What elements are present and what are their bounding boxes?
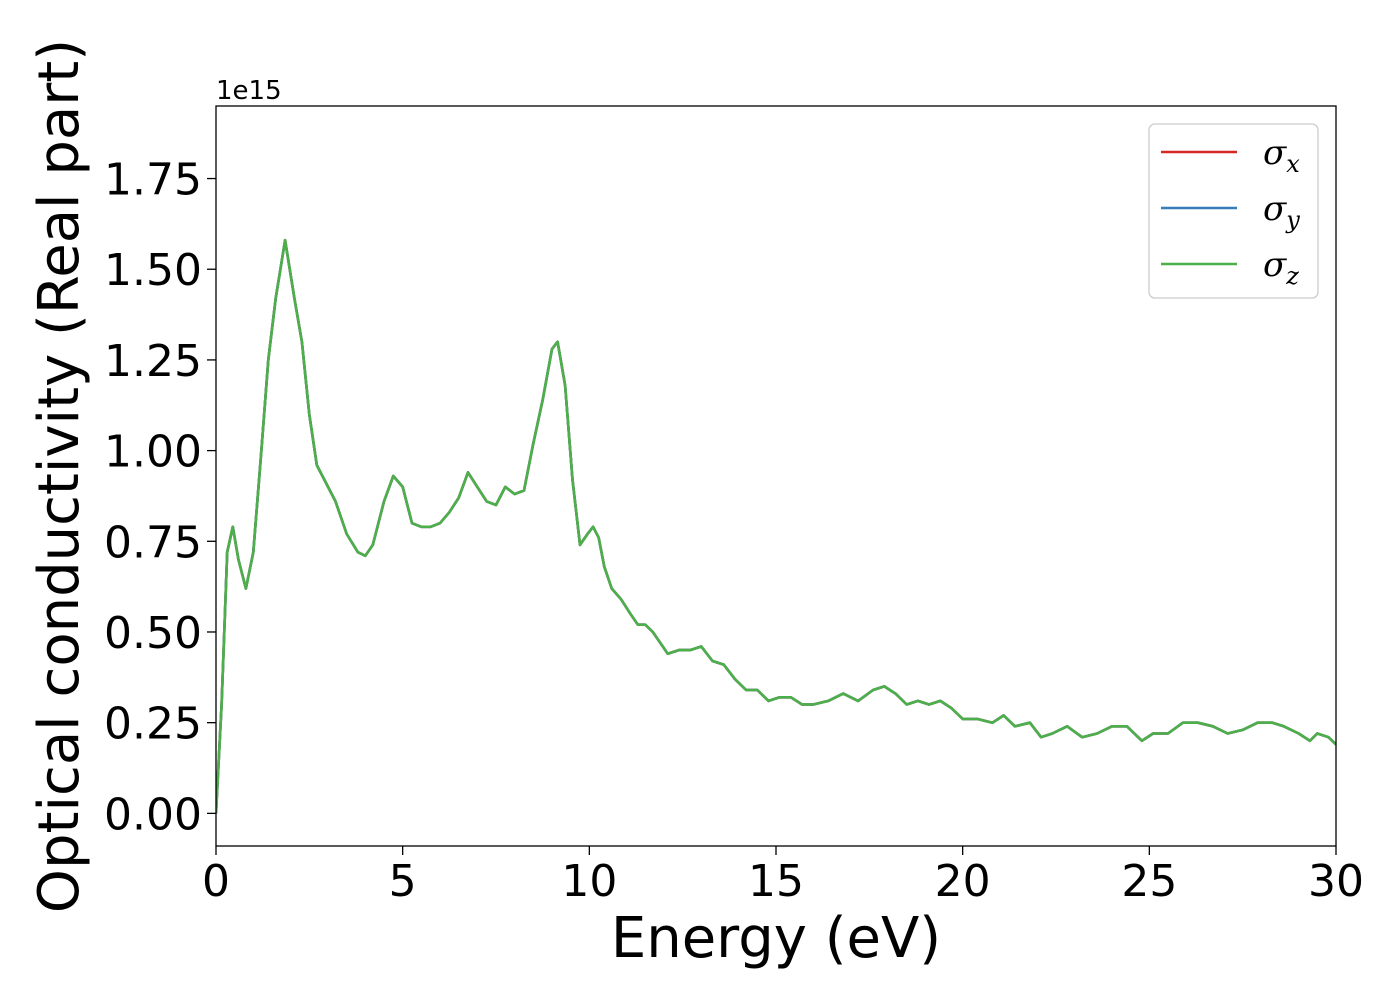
legend-symbol: σ xyxy=(1263,245,1287,285)
y-tick-label: 1.00 xyxy=(104,427,202,478)
y-axis-label: Optical conductivity (Real part) xyxy=(27,39,92,913)
legend-label-x: σx xyxy=(1263,133,1300,178)
x-tick-label: 15 xyxy=(748,856,804,907)
x-tick-label: 0 xyxy=(202,856,230,907)
y-tick-label: 0.00 xyxy=(104,789,202,840)
x-tick-label: 5 xyxy=(389,856,417,907)
x-axis-label: Energy (eV) xyxy=(611,906,941,971)
y-tick-label: 0.50 xyxy=(104,608,202,659)
x-tick-label: 30 xyxy=(1308,856,1364,907)
legend-symbol: σ xyxy=(1263,133,1287,173)
y-offset-label: 1e15 xyxy=(216,76,282,106)
y-tick-label: 1.50 xyxy=(104,245,202,296)
y-tick-label: 1.25 xyxy=(104,336,202,387)
y-tick-label: 1.75 xyxy=(104,155,202,206)
legend-box xyxy=(1148,123,1319,299)
x-tick-label: 10 xyxy=(561,856,617,907)
y-axis-ticks: 0.00 0.25 0.50 0.75 1.00 1.25 1.50 1.75 xyxy=(104,155,216,840)
y-tick-label: 0.75 xyxy=(104,517,202,568)
legend-subscript: z xyxy=(1285,262,1299,290)
legend-label-y: σy xyxy=(1263,189,1300,234)
y-tick-label: 0.25 xyxy=(104,699,202,750)
series-lines xyxy=(216,238,1336,814)
x-tick-label: 20 xyxy=(935,856,991,907)
series-line-z xyxy=(216,238,1336,814)
x-tick-label: 25 xyxy=(1121,856,1177,907)
legend-symbol: σ xyxy=(1263,189,1287,229)
legend-label-z: σz xyxy=(1263,245,1299,290)
x-axis-ticks: 0 5 10 15 20 25 30 xyxy=(202,846,1364,907)
legend-subscript: y xyxy=(1285,206,1300,234)
legend-subscript: x xyxy=(1286,150,1300,178)
